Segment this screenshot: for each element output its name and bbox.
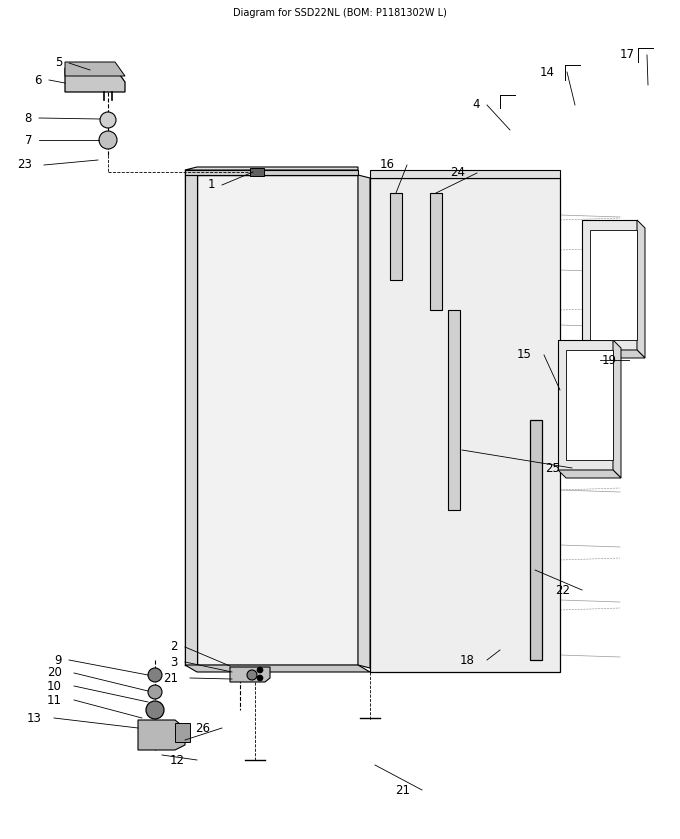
Polygon shape [185,170,358,175]
Polygon shape [566,350,613,460]
Polygon shape [358,175,370,668]
Circle shape [100,112,116,128]
Polygon shape [250,168,264,176]
Text: 5: 5 [54,56,62,70]
Text: 13: 13 [27,711,42,725]
Text: 1: 1 [207,179,215,191]
Polygon shape [185,665,370,672]
Circle shape [148,668,162,682]
Polygon shape [637,220,645,358]
Text: 14: 14 [540,65,555,79]
Polygon shape [558,340,613,470]
Text: 11: 11 [47,694,62,706]
Polygon shape [175,723,190,742]
Circle shape [99,131,117,149]
Polygon shape [590,230,637,340]
Polygon shape [230,667,270,682]
Polygon shape [65,62,125,76]
Text: 18: 18 [460,654,475,666]
Circle shape [257,667,263,673]
Text: 19: 19 [602,353,617,367]
Text: Diagram for SSD22NL (BOM: P1181302W L): Diagram for SSD22NL (BOM: P1181302W L) [233,8,447,18]
Polygon shape [185,175,197,665]
Text: 21: 21 [163,671,178,685]
Text: 4: 4 [473,98,480,112]
Polygon shape [390,193,402,280]
Polygon shape [530,420,542,660]
Polygon shape [558,470,621,478]
Text: 10: 10 [47,680,62,692]
Circle shape [257,675,263,681]
Polygon shape [138,720,185,750]
Text: 6: 6 [35,74,42,86]
Polygon shape [197,175,358,665]
Text: 3: 3 [171,655,178,669]
Text: 8: 8 [24,112,32,124]
Text: 12: 12 [170,753,185,767]
Circle shape [247,670,257,680]
Polygon shape [185,167,358,170]
Text: 2: 2 [171,640,178,654]
Text: 9: 9 [54,654,62,666]
Polygon shape [370,170,560,178]
Polygon shape [582,350,645,358]
Text: 21: 21 [395,784,410,796]
Polygon shape [582,220,637,350]
Polygon shape [65,68,125,92]
Text: 20: 20 [47,666,62,680]
Text: 15: 15 [517,348,532,362]
Text: 25: 25 [545,461,560,475]
Polygon shape [430,193,442,310]
Polygon shape [613,340,621,478]
Text: 24: 24 [450,166,465,180]
Circle shape [146,701,164,719]
Text: 16: 16 [380,159,395,171]
Text: 26: 26 [195,722,210,734]
Polygon shape [448,310,460,510]
Text: 7: 7 [24,133,32,147]
Text: 23: 23 [17,159,32,171]
Text: 22: 22 [555,583,570,597]
Polygon shape [370,178,560,672]
Text: 17: 17 [620,49,635,61]
Circle shape [148,685,162,699]
